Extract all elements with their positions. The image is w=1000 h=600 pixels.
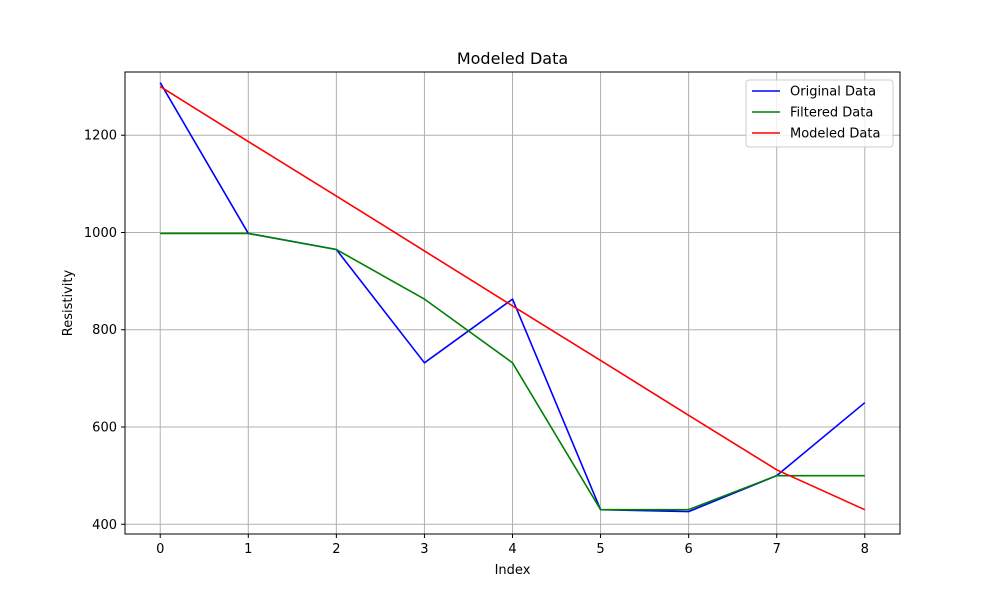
x-tick-label: 0	[156, 542, 164, 557]
axis-ticks: 0 1 2 3 4 5 6 7 8 400 600 800 1000 1200	[84, 129, 869, 557]
x-tick-label: 7	[773, 542, 781, 557]
x-tick-label: 8	[861, 542, 869, 557]
y-tick-label: 600	[92, 421, 117, 436]
legend-box	[745, 79, 894, 148]
x-tick-label: 2	[332, 542, 340, 557]
y-tick-label: 1200	[84, 129, 117, 144]
legend-label: Filtered Data	[790, 106, 873, 121]
series-line-filtered-data	[160, 232, 865, 511]
x-tick-label: 4	[508, 542, 516, 557]
x-tick-label: 3	[420, 542, 428, 557]
x-tick-label: 5	[596, 542, 604, 557]
legend-label: Modeled Data	[790, 127, 880, 142]
legend: Original Data Filtered Data Modeled Data	[745, 79, 894, 148]
series-group	[159, 82, 866, 513]
y-tick-label: 1000	[84, 226, 117, 241]
x-tick-label: 6	[684, 542, 692, 557]
y-tick-label: 400	[92, 518, 117, 533]
y-axis-label: Resistivity	[61, 269, 76, 336]
x-tick-label: 1	[244, 542, 252, 557]
grid	[125, 72, 900, 534]
series-line-modeled-data	[159, 85, 866, 511]
legend-label: Original Data	[790, 85, 876, 100]
chart-title: Modeled Data	[457, 49, 568, 68]
x-axis-label: Index	[495, 563, 531, 578]
y-tick-label: 800	[92, 323, 117, 338]
